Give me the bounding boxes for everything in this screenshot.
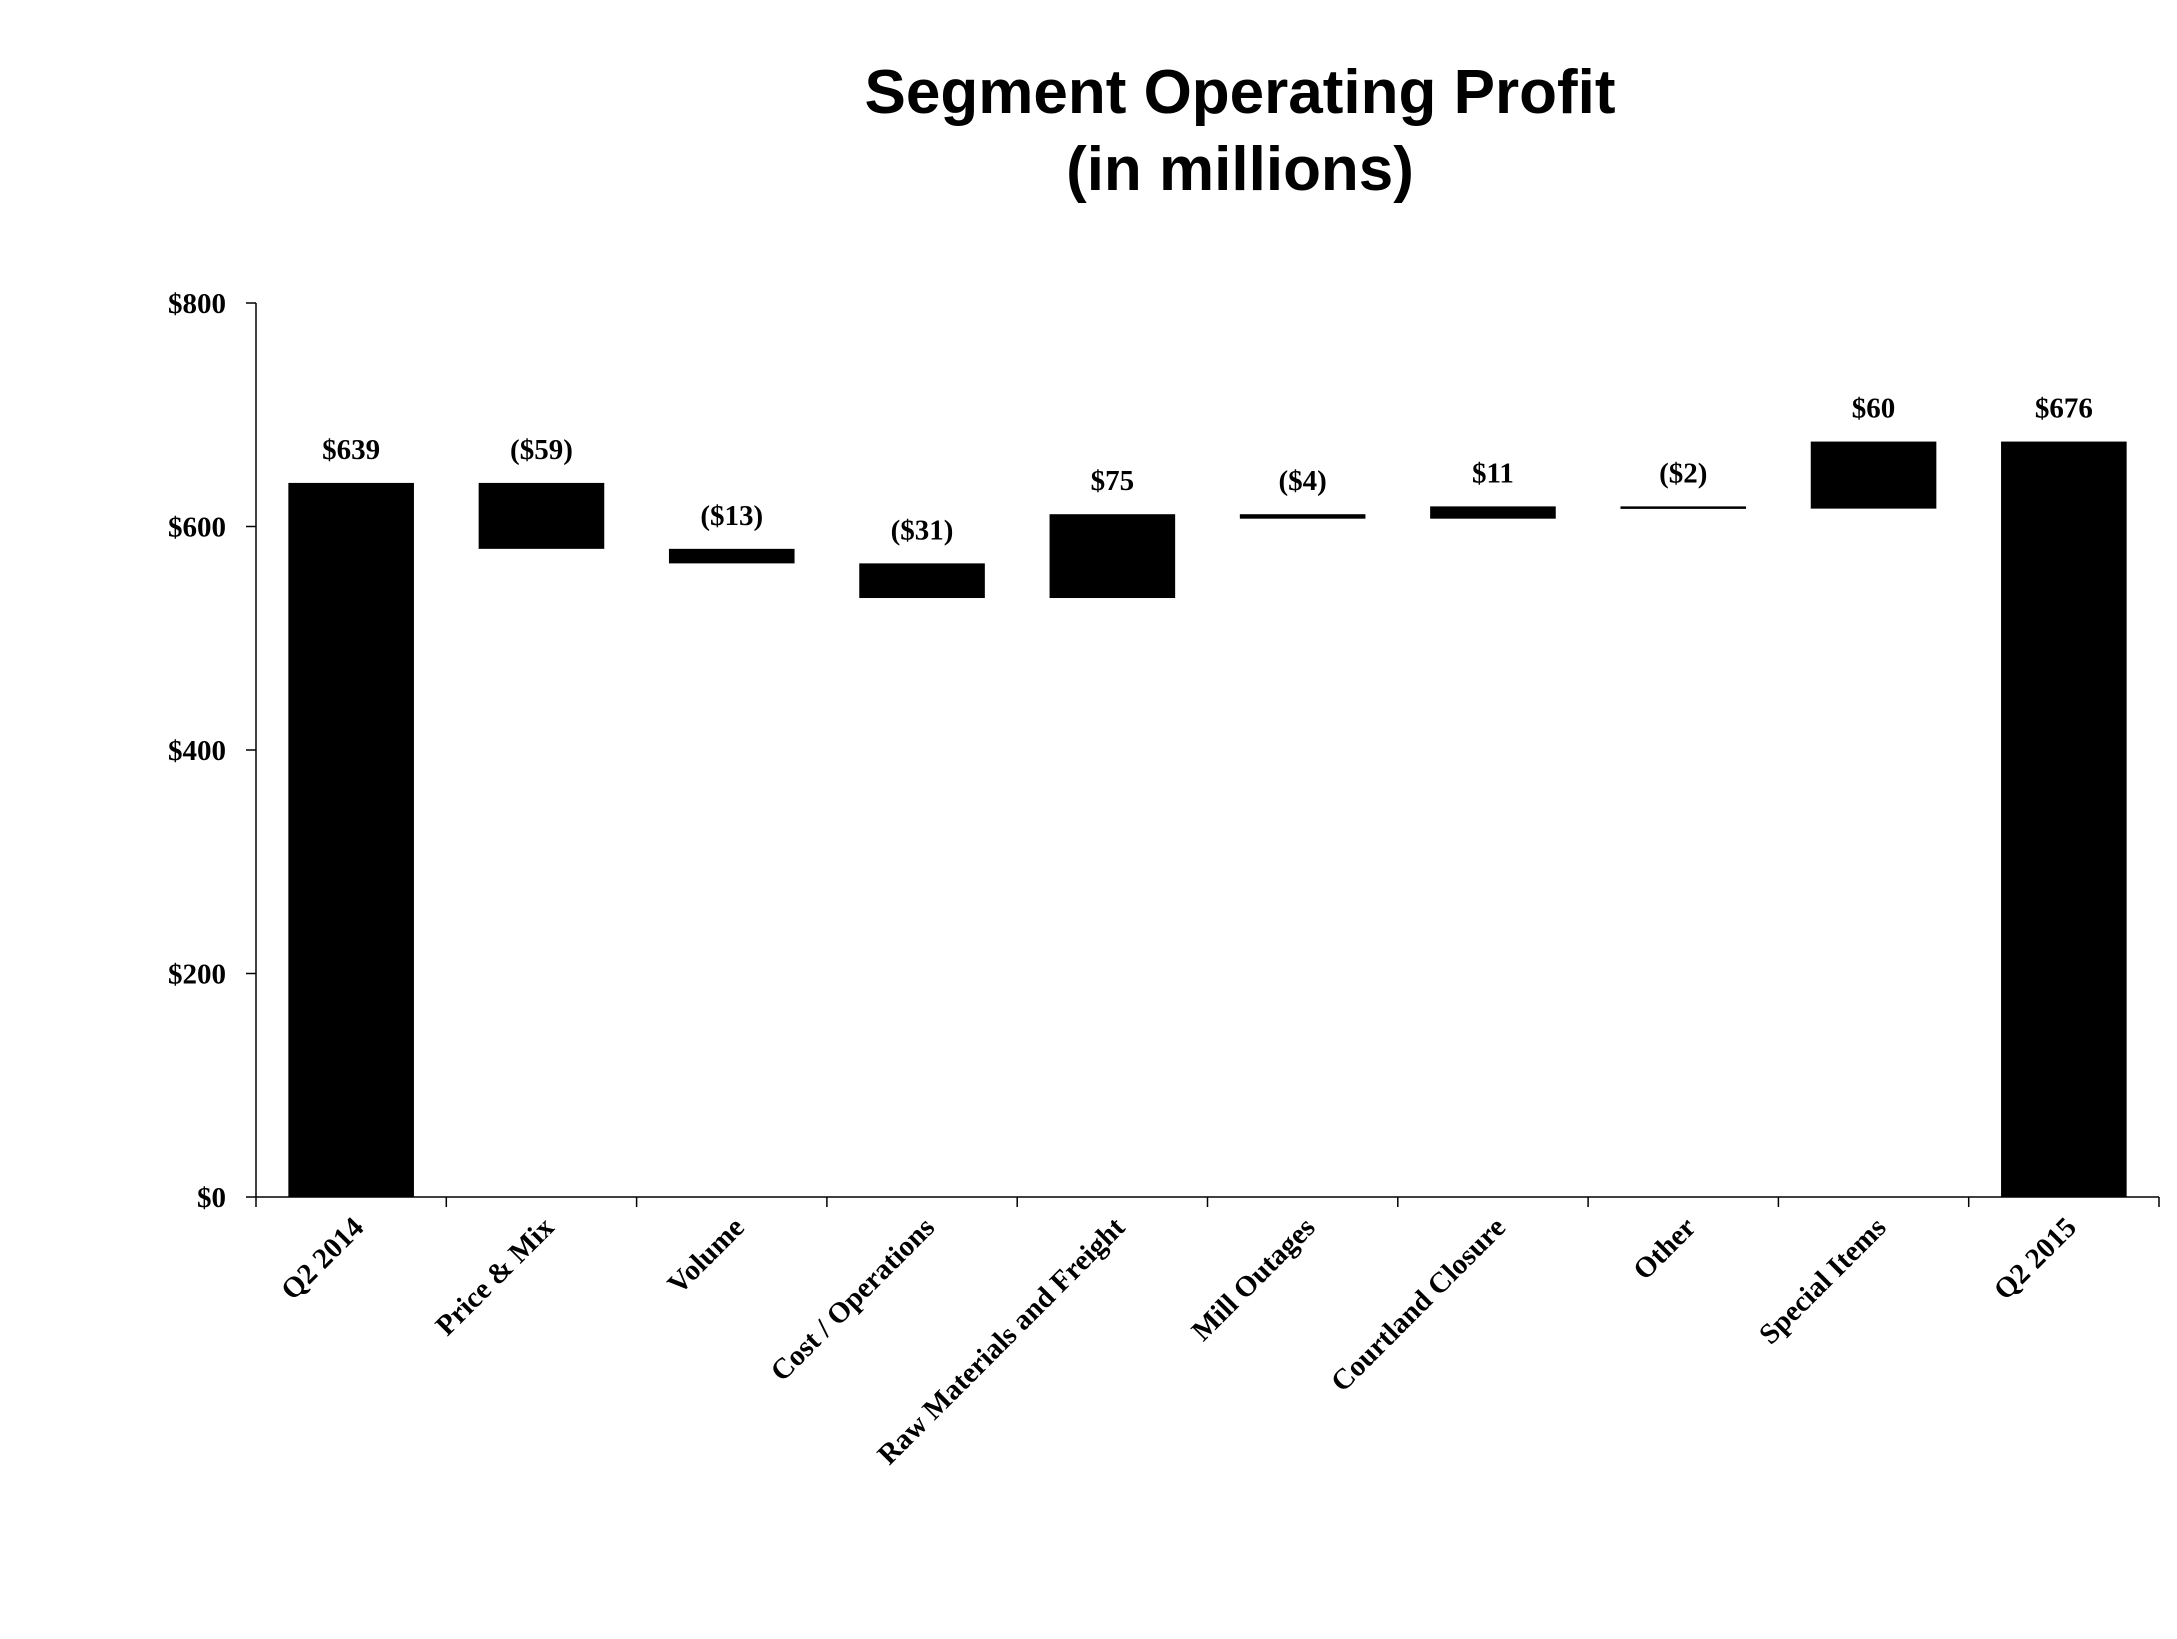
chart-title-line1: Segment Operating Profit (865, 58, 1616, 127)
data-label: $75 (1091, 465, 1135, 497)
bar (2001, 441, 2127, 1197)
bar (1620, 506, 1747, 509)
x-tick-label: Volume (662, 1211, 751, 1300)
data-label: $11 (1472, 457, 1514, 489)
bar (1430, 506, 1556, 519)
data-label: ($59) (510, 434, 573, 466)
x-tick-label: Q2 2015 (1988, 1211, 2083, 1306)
x-tick-label: Cost / Operations (765, 1211, 941, 1387)
bar (668, 548, 795, 564)
x-tick-label: Mill Outages (1186, 1211, 1322, 1347)
bar (288, 482, 414, 1198)
x-tick-label: Q2 2014 (275, 1211, 370, 1306)
data-label: $639 (322, 434, 380, 466)
y-tick-label: $800 (168, 288, 226, 320)
data-label: $676 (2035, 393, 2093, 425)
chart-title-line2: (in millions) (1066, 135, 1414, 204)
x-tick-label: Courtland Closure (1325, 1211, 1512, 1398)
x-tick-label: Price & Mix (430, 1211, 561, 1342)
data-label: ($2) (1659, 457, 1707, 489)
x-tick-label: Other (1627, 1211, 1702, 1286)
y-tick-label: $600 (168, 512, 226, 544)
data-label: ($31) (891, 514, 954, 546)
y-tick-label: $0 (197, 1182, 226, 1214)
y-tick-label: $200 (168, 959, 226, 991)
bar (1810, 441, 1937, 509)
data-label: $60 (1852, 393, 1896, 425)
bar (859, 563, 985, 599)
y-tick-label: $400 (168, 735, 226, 767)
bar (478, 482, 605, 549)
bar (1239, 514, 1366, 519)
bar (1049, 514, 1176, 599)
x-tick-label: Special Items (1753, 1211, 1892, 1350)
data-label: ($13) (700, 500, 763, 532)
data-label: ($4) (1278, 465, 1326, 497)
